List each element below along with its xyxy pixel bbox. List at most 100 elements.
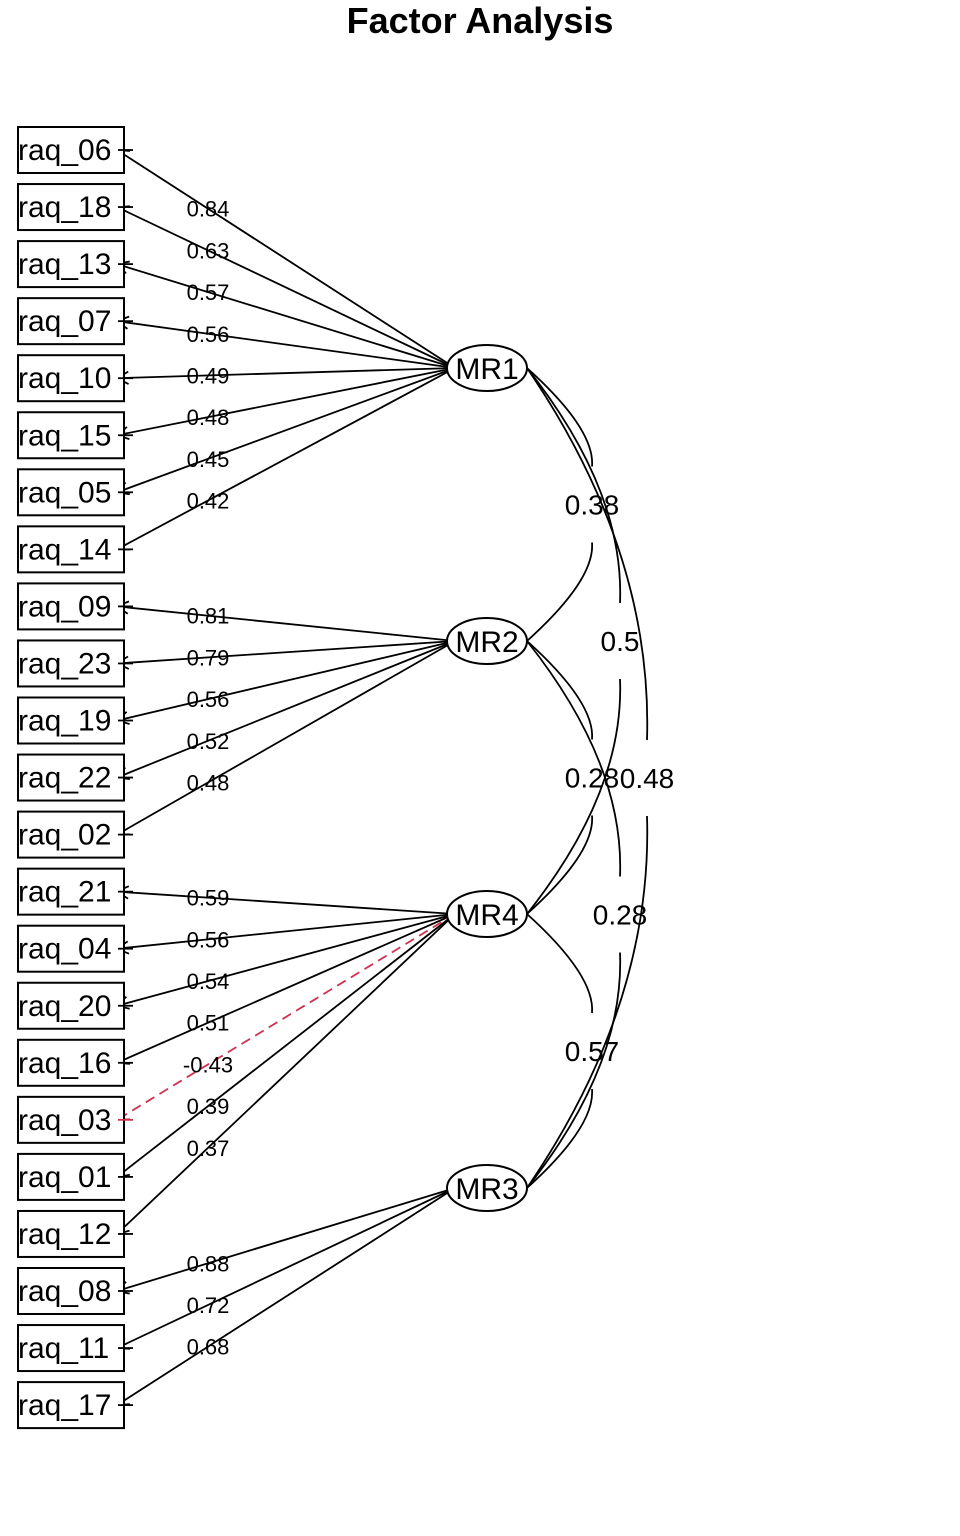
loading-edge-raq_17 <box>116 1187 456 1406</box>
factor-nodes: MR1 MR2 MR4 MR3 <box>446 344 528 1212</box>
factor-node-MR1 <box>446 344 528 392</box>
variable-boxes: raq_06 raq_18 raq_13 raq_07 raq_10 raq_15 raq_… <box>17 126 133 1430</box>
variable-label-raq_01: raq_01 <box>18 1161 111 1194</box>
loading-edge-raq_21 <box>116 890 456 915</box>
loading-edge-raq_09 <box>116 605 456 642</box>
factor-label-MR1: MR1 <box>455 353 518 386</box>
variable-label-raq_17: raq_17 <box>18 1389 111 1422</box>
corr-curve-upper-MR2-MR4 <box>526 640 593 740</box>
variable-label-raq_18: raq_18 <box>18 191 111 224</box>
variable-label-raq_04: raq_04 <box>18 933 111 966</box>
corr-label-MR1-MR2: 0.38 <box>565 490 620 521</box>
variable-label-raq_10: raq_10 <box>18 362 111 395</box>
loading-label-raq_14: 0.42 <box>187 489 230 514</box>
loading-label-raq_10: 0.49 <box>187 363 230 388</box>
variable-box-raq_20 <box>17 981 125 1030</box>
loading-edge-raq_06 <box>116 149 456 369</box>
loading-edge-raq_07 <box>116 320 456 369</box>
factor-node-MR4 <box>446 890 528 938</box>
loading-label-raq_03: -0.43 <box>183 1052 233 1077</box>
loading-edges <box>115 148 456 1407</box>
loading-label-raq_01: 0.39 <box>187 1094 230 1119</box>
loading-label-raq_23: 0.79 <box>187 645 230 670</box>
loading-label-raq_02: 0.48 <box>187 770 230 795</box>
loading-label-raq_17: 0.68 <box>187 1335 230 1360</box>
variable-box-raq_21 <box>17 867 125 916</box>
corr-curve-lower-MR1-MR3 <box>526 815 649 1189</box>
variable-box-raq_13 <box>17 240 125 289</box>
loading-edge-raq_01 <box>116 913 456 1178</box>
corr-curve-lower-MR1-MR4 <box>526 678 622 915</box>
variable-label-raq_14: raq_14 <box>18 533 111 566</box>
loading-label-raq_11: 0.72 <box>187 1293 230 1318</box>
loading-edge-raq_05 <box>116 367 456 494</box>
corr-curve-upper-MR4-MR3 <box>526 913 593 1014</box>
variable-box-raq_15 <box>17 411 125 460</box>
variable-label-raq_06: raq_06 <box>18 134 111 167</box>
loading-label-raq_20: 0.54 <box>187 969 230 994</box>
loading-label-raq_04: 0.56 <box>187 927 230 952</box>
variable-box-raq_09 <box>17 582 125 631</box>
variable-box-raq_07 <box>17 297 125 346</box>
variable-label-raq_23: raq_23 <box>18 647 111 680</box>
corr-curve-upper-MR2-MR3 <box>526 640 622 877</box>
loading-label-raq_16: 0.51 <box>187 1011 230 1036</box>
variable-label-raq_11: raq_11 <box>18 1332 109 1365</box>
variable-box-raq_05 <box>17 468 125 517</box>
variable-label-raq_13: raq_13 <box>18 248 111 281</box>
loading-label-raq_05: 0.45 <box>187 447 230 472</box>
factor-correlations: 0.380.50.480.280.280.57 <box>526 367 674 1189</box>
loading-label-raq_22: 0.52 <box>187 729 230 754</box>
factor-label-MR2: MR2 <box>455 626 518 659</box>
corr-label-MR2-MR4: 0.28 <box>565 763 620 794</box>
variable-label-raq_19: raq_19 <box>18 705 111 738</box>
variable-box-raq_22 <box>17 753 125 802</box>
corr-curve-lower-MR1-MR2 <box>526 542 593 642</box>
loading-edge-raq_13 <box>116 263 456 369</box>
variable-label-raq_05: raq_05 <box>18 476 111 509</box>
corr-label-MR2-MR3: 0.28 <box>593 900 648 931</box>
factor-node-MR3 <box>446 1164 528 1212</box>
variable-label-raq_08: raq_08 <box>18 1275 111 1308</box>
variable-label-raq_12: raq_12 <box>18 1218 111 1251</box>
loading-edge-raq_23 <box>116 640 456 665</box>
loading-edge-raq_16 <box>116 913 456 1064</box>
variable-box-raq_04 <box>17 924 125 973</box>
variable-box-raq_16 <box>17 1038 125 1087</box>
variable-label-raq_22: raq_22 <box>18 762 111 795</box>
variable-box-raq_03 <box>17 1095 125 1144</box>
corr-curve-lower-MR4-MR3 <box>526 1088 593 1189</box>
loading-edge-raq_20 <box>116 913 456 1007</box>
loading-label-raq_19: 0.56 <box>187 687 230 712</box>
variable-box-raq_11 <box>17 1324 125 1373</box>
factor-node-MR2 <box>446 617 528 665</box>
corr-curve-lower-MR2-MR3 <box>526 952 622 1189</box>
loading-edge-raq_10 <box>116 367 456 380</box>
variable-box-raq_06 <box>17 126 125 174</box>
corr-curve-lower-MR2-MR4 <box>526 815 593 915</box>
loading-edge-raq_19 <box>116 640 456 722</box>
variable-label-raq_16: raq_16 <box>18 1047 111 1080</box>
loading-edge-raq_02 <box>116 640 456 836</box>
diagram-title: Factor Analysis <box>347 0 614 41</box>
loading-labels: 0.84 0.63 0.57 0.56 0.49 0.48 0.45 0.42 0.81 0.79… <box>183 197 233 1360</box>
variable-label-raq_15: raq_15 <box>18 419 111 452</box>
loading-label-raq_12: 0.37 <box>187 1136 230 1161</box>
variable-label-raq_20: raq_20 <box>18 990 111 1023</box>
loading-edge-raq_18 <box>116 206 456 369</box>
loading-label-raq_13: 0.57 <box>187 280 230 305</box>
variable-box-raq_02 <box>17 810 125 859</box>
loading-edge-raq_03 <box>116 913 456 1121</box>
corr-curve-upper-MR1-MR4 <box>526 367 622 604</box>
loading-label-raq_21: 0.59 <box>187 886 230 911</box>
loading-edge-raq_15 <box>116 367 456 437</box>
factor-label-MR4: MR4 <box>455 899 518 932</box>
loading-label-raq_18: 0.63 <box>187 238 230 263</box>
variable-box-raq_14 <box>17 525 125 574</box>
loading-edge-raq_12 <box>116 913 456 1235</box>
variable-label-raq_07: raq_07 <box>18 305 111 338</box>
loading-edge-raq_11 <box>116 1187 456 1349</box>
corr-label-MR4-MR3: 0.57 <box>565 1036 620 1067</box>
loading-edge-raq_22 <box>116 640 456 779</box>
